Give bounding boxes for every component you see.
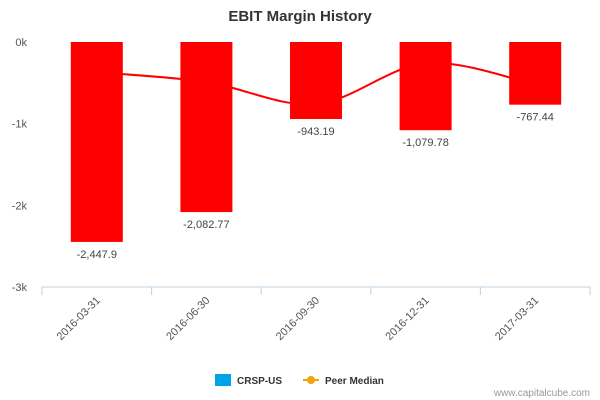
y-tick-label: -1k xyxy=(12,119,28,131)
y-axis: 0k -1k -2k -3k xyxy=(12,37,28,294)
data-label: -767.44 xyxy=(517,112,554,124)
x-tick-label: 2016-03-31 xyxy=(55,295,103,343)
x-tick-label: 2016-12-31 xyxy=(383,295,431,343)
x-tick-label: 2016-09-30 xyxy=(274,295,322,343)
legend-label-peer-median: Peer Median xyxy=(325,376,384,387)
legend-label-crsp-us: CRSP-US xyxy=(237,376,282,387)
credit-text[interactable]: www.capitalcube.com xyxy=(493,388,590,399)
y-tick-label: -3k xyxy=(12,282,28,294)
bar-2016-03-31[interactable] xyxy=(70,42,123,242)
x-tick-label: 2017-03-31 xyxy=(493,295,541,343)
x-tick-label: 2016-06-30 xyxy=(164,295,212,343)
bar-2017-03-31[interactable] xyxy=(509,42,562,105)
data-label: -1,079.78 xyxy=(402,137,448,149)
data-label: -2,082.77 xyxy=(183,219,229,231)
x-axis: 2016-03-31 2016-06-30 2016-09-30 2016-12-31… xyxy=(41,286,591,343)
peer-median-line xyxy=(96,61,536,106)
legend-item-crsp-us[interactable]: CRSP-US xyxy=(215,374,282,387)
bar-2016-12-31[interactable] xyxy=(399,42,452,131)
bar-2016-06-30[interactable] xyxy=(180,42,233,213)
chart-title: EBIT Margin History xyxy=(228,8,372,25)
legend-item-peer-median[interactable]: Peer Median xyxy=(303,376,384,387)
data-label: -943.19 xyxy=(297,126,334,138)
legend: CRSP-US Peer Median xyxy=(215,374,384,387)
bar-2016-09-30[interactable] xyxy=(290,42,342,120)
y-tick-label: -2k xyxy=(12,200,28,212)
data-label: -2,447.9 xyxy=(77,249,117,261)
data-labels: -2,447.9 -2,082.77 -943.19 -1,079.78 -767.44 xyxy=(77,112,554,261)
y-tick-label: 0k xyxy=(15,37,27,49)
legend-swatch-crsp-us xyxy=(215,374,231,386)
bar-series xyxy=(70,42,562,242)
legend-marker-peer-median xyxy=(307,376,315,384)
